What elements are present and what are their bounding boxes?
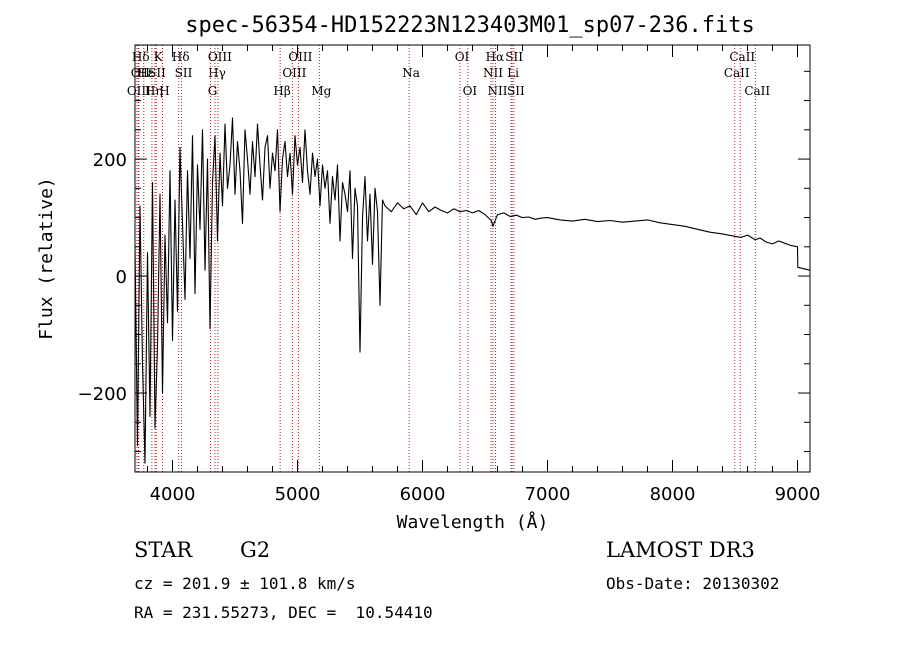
emission-line-label-21: NII xyxy=(483,66,503,80)
emission-line-label-8: Hδ xyxy=(172,50,190,64)
chart-title: spec-56354-HD152223N123403M01_sp07-236.f… xyxy=(185,13,755,38)
y-tick-label-0: −200 xyxy=(78,384,127,405)
emission-line-label-4: Hη xyxy=(145,84,163,98)
emission-line-label-0: Hδ xyxy=(132,50,150,64)
emission-line-label-24: Li xyxy=(507,66,519,80)
emission-line-label-17: Na xyxy=(402,66,420,80)
emission-line-label-27: CaII xyxy=(724,66,750,80)
emission-line-label-16: Mg xyxy=(311,84,331,98)
spectrum-series xyxy=(134,117,811,464)
emission-line-label-1: OII xyxy=(131,66,151,80)
axis-ticks: 4000 5000 6000 7000 8000 9000 −200 0 200 xyxy=(78,45,821,505)
emission-line-label-19: OI xyxy=(463,84,478,98)
emission-line-label-28: CaII xyxy=(744,84,770,98)
x-tick-label-1: 5000 xyxy=(275,484,321,505)
y-tick-label-2: 200 xyxy=(93,150,127,171)
x-tick-label-5: 9000 xyxy=(775,484,821,505)
observation-date: Obs-Date: 20130302 xyxy=(606,574,780,593)
emission-line-label-15: OIII xyxy=(282,66,306,80)
y-axis-label: Flux (relative) xyxy=(36,177,57,340)
emission-line-label-12: G xyxy=(208,84,218,98)
plot-frame xyxy=(134,44,811,473)
x-axis-label: Wavelength (Å) xyxy=(397,511,549,533)
object-subclass: G2 xyxy=(240,538,271,562)
coordinates: RA = 231.55273, DEC = 10.54410 xyxy=(134,603,433,622)
emission-line-label-13: Hβ xyxy=(273,84,290,98)
emission-line-markers: Hδ OII OIII Hε Hη K SII H Hδ SII OIII Hγ G Hβ OIII OIII… xyxy=(127,45,770,472)
object-class: STAR xyxy=(134,538,193,562)
spectrum-line xyxy=(134,117,811,464)
emission-line-label-6: SII xyxy=(148,66,166,80)
redshift-cz: cz = 201.9 ± 101.8 km/s xyxy=(134,574,356,593)
emission-line-label-25: SII xyxy=(507,84,525,98)
emission-line-label-11: Hγ xyxy=(208,66,226,80)
emission-line-label-26: CaII xyxy=(729,50,755,64)
emission-line-label-5: K xyxy=(154,50,164,64)
survey-name: LAMOST DR3 xyxy=(606,538,755,562)
emission-line-label-20: Hα xyxy=(486,50,505,64)
emission-line-label-9: SII xyxy=(175,66,193,80)
emission-line-label-14: OIII xyxy=(288,50,312,64)
x-tick-label-0: 4000 xyxy=(150,484,196,505)
emission-line-label-7: H xyxy=(159,84,169,98)
y-tick-label-1: 0 xyxy=(116,267,127,288)
x-tick-label-4: 8000 xyxy=(650,484,696,505)
emission-line-label-18: OI xyxy=(455,50,470,64)
x-tick-label-3: 7000 xyxy=(525,484,571,505)
emission-line-label-22: NII xyxy=(488,84,508,98)
emission-line-label-10: OIII xyxy=(208,50,232,64)
emission-line-label-3: Hε xyxy=(137,66,154,80)
x-tick-label-2: 6000 xyxy=(400,484,446,505)
emission-line-label-2: OIII xyxy=(127,84,151,98)
